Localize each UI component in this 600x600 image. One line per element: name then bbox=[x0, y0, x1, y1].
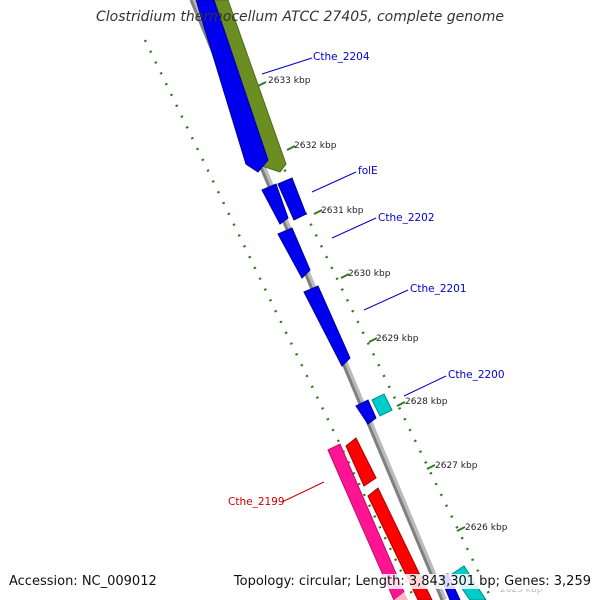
topology-text: Topology: circular; Length: 3,843,301 bp… bbox=[233, 574, 591, 589]
gene-feature-cthe-2201[interactable] bbox=[303, 285, 351, 367]
gene-label-cthe-2202[interactable]: Cthe_2202 bbox=[378, 212, 435, 224]
ruler-labels: 2633 kbp 2632 kbp 2631 kbp 2630 kbp 2629… bbox=[268, 76, 543, 595]
gene-feature-pink-tail[interactable] bbox=[394, 592, 408, 600]
ruler-tick-label: 2626 kbp bbox=[465, 523, 508, 533]
ruler-tick-label: 2628 kbp bbox=[405, 397, 448, 407]
ruler-tick bbox=[313, 209, 323, 215]
ruler-tick bbox=[426, 464, 436, 470]
outer-dotted-ring bbox=[143, 39, 417, 600]
gene-feature-red-large[interactable] bbox=[367, 487, 433, 600]
map-title: Clostridium thermocellum ATCC 27405, com… bbox=[96, 9, 504, 25]
ruler-ticks bbox=[257, 81, 466, 532]
accession-text: Accession: NC_009012 bbox=[9, 574, 157, 589]
label-leader bbox=[331, 217, 377, 239]
gene-feature-blue-small[interactable] bbox=[355, 399, 377, 425]
gene-feature-blue-long[interactable] bbox=[195, 0, 269, 173]
ruler-tick bbox=[456, 526, 466, 532]
ruler-tick bbox=[286, 145, 296, 151]
ruler-tick bbox=[340, 273, 350, 279]
ruler-tick-label: 2627 kbp bbox=[435, 461, 478, 471]
label-leader bbox=[403, 375, 447, 397]
gene-feature-cthe-2202[interactable] bbox=[277, 227, 311, 279]
ruler-tick-label: 2632 kbp bbox=[294, 141, 337, 151]
gene-label-cthe-2200[interactable]: Cthe_2200 bbox=[448, 369, 505, 381]
ruler-tick bbox=[368, 337, 378, 343]
ruler-tick bbox=[396, 401, 406, 407]
gene-label-cthe-2199[interactable]: Cthe_2199 bbox=[228, 496, 285, 508]
ruler-tick-label: 2633 kbp bbox=[268, 76, 311, 86]
ruler-tick-label: 2630 kbp bbox=[348, 269, 391, 279]
label-leader bbox=[363, 289, 409, 311]
label-leader bbox=[281, 481, 325, 503]
gene-feature-foie[interactable] bbox=[277, 177, 307, 221]
ruler-tick-label-partial: 2625 kbp bbox=[500, 585, 543, 595]
ruler-tick-label: 2629 kbp bbox=[376, 334, 419, 344]
gene-feature-blue-2203[interactable] bbox=[261, 183, 289, 225]
ruler-tick bbox=[257, 81, 267, 87]
label-leader bbox=[311, 171, 357, 193]
gene-label-cthe-2204[interactable]: Cthe_2204 bbox=[313, 51, 370, 63]
label-leader bbox=[261, 57, 313, 75]
gene-label-foie[interactable]: folE bbox=[358, 165, 378, 177]
gene-feature-cthe-2200[interactable] bbox=[371, 393, 393, 417]
gene-feature-red-small[interactable] bbox=[345, 437, 377, 487]
ruler-tick-label: 2631 kbp bbox=[321, 206, 364, 216]
gene-label-cthe-2201[interactable]: Cthe_2201 bbox=[410, 283, 467, 295]
